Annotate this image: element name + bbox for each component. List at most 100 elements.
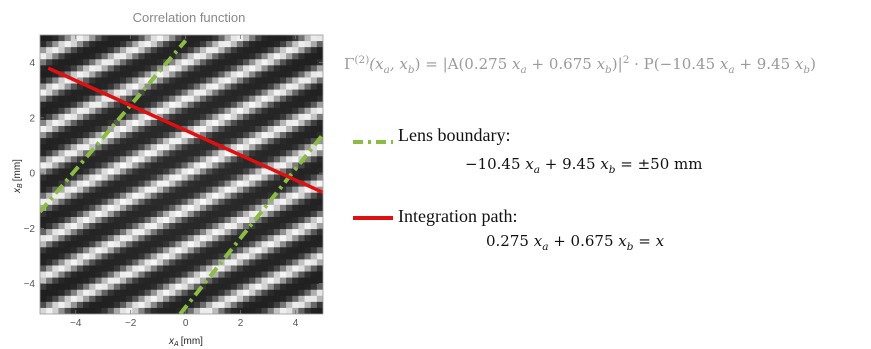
heatmap-cell — [199, 168, 207, 176]
heatmap-cell — [156, 95, 164, 103]
heatmap-cell — [243, 41, 250, 48]
heatmap-cell — [249, 113, 256, 121]
heatmap-cell — [243, 289, 250, 297]
heatmap-cell — [156, 253, 164, 261]
heatmap-cell — [64, 277, 72, 285]
heatmap-cell — [138, 210, 146, 218]
heatmap-cell — [298, 301, 306, 309]
heatmap-cell — [46, 186, 53, 194]
heatmap-cell — [206, 65, 213, 72]
heatmap-cell — [119, 223, 127, 230]
heatmap-cell — [181, 132, 189, 139]
y-tick-label: 0 — [29, 169, 35, 180]
heatmap-cell — [46, 53, 53, 60]
heatmap-cell — [40, 156, 47, 163]
heatmap-cell — [273, 192, 281, 200]
heatmap-cell — [218, 162, 226, 170]
heatmap-cell — [132, 204, 140, 212]
heatmap-cell — [150, 289, 158, 297]
heatmap-cell — [144, 168, 152, 176]
heatmap-cell — [224, 77, 232, 85]
heatmap-cell — [58, 156, 66, 163]
heatmap-cell — [187, 95, 195, 103]
heatmap-cell — [163, 95, 170, 103]
heatmap-cell — [95, 216, 103, 224]
heatmap-cell — [70, 241, 78, 248]
heatmap-cell — [64, 283, 72, 291]
heatmap-cell — [304, 101, 312, 109]
heatmap-cell — [119, 241, 127, 248]
heatmap-cell — [243, 180, 250, 188]
heatmap-cell — [113, 119, 121, 127]
heatmap-cell — [163, 301, 170, 309]
heatmap-cell — [101, 174, 109, 182]
heatmap-cell — [70, 47, 78, 54]
heatmap-cell — [126, 65, 133, 72]
heatmap-cell — [187, 156, 195, 163]
heatmap-cell — [286, 210, 293, 218]
heatmap-cell — [224, 289, 232, 297]
heatmap-cell — [169, 192, 176, 200]
heatmap-cell — [181, 223, 189, 230]
heatmap-cell — [212, 59, 220, 66]
heatmap-cell — [316, 192, 323, 200]
heatmap-cell — [138, 77, 146, 85]
heatmap-cell — [181, 277, 189, 285]
heatmap-cell — [156, 223, 164, 230]
heatmap-cell — [113, 241, 121, 248]
heatmap-cell — [236, 65, 244, 72]
heatmap-cell — [218, 271, 226, 279]
heatmap-cell — [119, 253, 127, 261]
heatmap-cell — [199, 204, 207, 212]
heatmap-cell — [156, 144, 164, 151]
heatmap-cell — [163, 265, 170, 273]
heatmap-cell — [132, 144, 140, 151]
heatmap-cell — [218, 295, 226, 303]
heatmap-cell — [126, 283, 133, 291]
heatmap-cell — [70, 271, 78, 279]
heatmap-cell — [101, 301, 109, 309]
heatmap-cell — [150, 186, 158, 194]
heatmap-cell — [187, 144, 195, 151]
heatmap-cell — [230, 277, 238, 285]
heatmap-cell — [175, 113, 183, 121]
heatmap-cell — [218, 53, 226, 60]
heatmap-cell — [150, 65, 158, 72]
heatmap-cell — [193, 180, 201, 188]
heatmap-cell — [64, 168, 72, 176]
heatmap-cell — [95, 210, 103, 218]
heatmap-cell — [298, 53, 306, 60]
heatmap-cell — [255, 162, 263, 170]
heatmap-cell — [286, 216, 293, 224]
heatmap-cell — [52, 295, 60, 303]
heatmap-cell — [230, 235, 238, 242]
heatmap-cell — [187, 35, 195, 42]
heatmap-cell — [316, 277, 323, 285]
heatmap-cell — [126, 83, 133, 91]
heatmap-cell — [298, 223, 306, 230]
heatmap-cell — [212, 101, 220, 109]
heatmap-cell — [169, 289, 176, 297]
heatmap-cell — [249, 295, 256, 303]
heatmap-cell — [298, 210, 306, 218]
heatmap-cell — [83, 180, 90, 188]
heatmap-cell — [261, 107, 269, 115]
heatmap-cell — [255, 83, 263, 91]
heatmap-cell — [181, 229, 189, 236]
heatmap-cell — [181, 204, 189, 212]
heatmap-cell — [199, 65, 207, 72]
heatmap-cell — [304, 259, 312, 267]
heatmap-cell — [273, 71, 281, 79]
heatmap-cell — [193, 47, 201, 54]
heatmap-cell — [261, 241, 269, 248]
heatmap-cell — [70, 83, 78, 91]
heatmap-cell — [243, 59, 250, 66]
heatmap-cell — [224, 89, 232, 97]
heatmap-cell — [286, 59, 293, 66]
heatmap-cell — [101, 216, 109, 224]
heatmap-cell — [156, 53, 164, 60]
heatmap-cell — [230, 59, 238, 66]
heatmap-cell — [95, 101, 103, 109]
heatmap-cell — [76, 277, 84, 285]
heatmap-cell — [150, 41, 158, 48]
